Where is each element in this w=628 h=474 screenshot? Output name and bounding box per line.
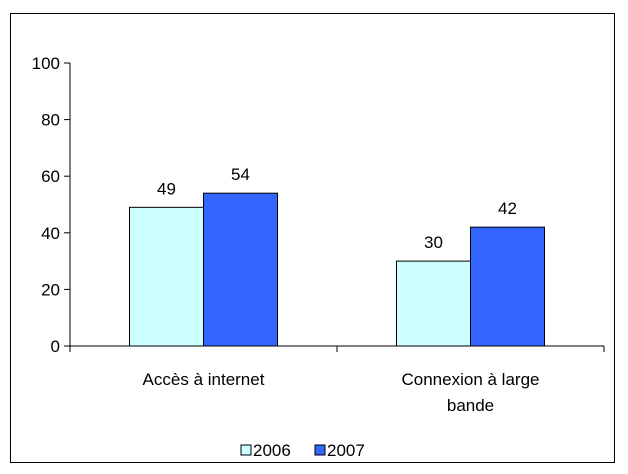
y-tick-label: 60: [41, 167, 60, 186]
legend-label: 2007: [327, 441, 365, 460]
bars: [129, 192, 545, 347]
data-label: 30: [424, 233, 443, 252]
data-label: 49: [157, 179, 176, 198]
x-category-label: Accès à internet: [143, 370, 265, 389]
y-tick-label: 0: [51, 337, 60, 356]
legend-label: 2006: [253, 441, 291, 460]
legend-swatch: [240, 444, 252, 456]
y-axis: 0 20 40 60 80 100: [32, 54, 71, 356]
data-label: 54: [231, 165, 250, 184]
legend: 2006 2007: [240, 441, 365, 460]
y-tick-label: 40: [41, 224, 60, 243]
x-axis: [69, 345, 605, 352]
bar-2007-1: [203, 192, 278, 347]
bar-2006-2: [396, 260, 471, 347]
x-category-label: bande: [447, 396, 494, 415]
x-category-label: Connexion à large: [402, 370, 540, 389]
legend-swatch: [314, 444, 326, 456]
bar-2007-2: [470, 226, 545, 347]
y-tick-label: 20: [41, 280, 60, 299]
bar-2006-1: [129, 206, 204, 347]
category-labels: Accès à internet Connexion à large bande: [143, 370, 540, 415]
y-tick-label: 100: [32, 54, 60, 73]
data-labels: 49 54 30 42: [157, 165, 517, 252]
y-tick-label: 80: [41, 111, 60, 130]
data-label: 42: [498, 199, 517, 218]
